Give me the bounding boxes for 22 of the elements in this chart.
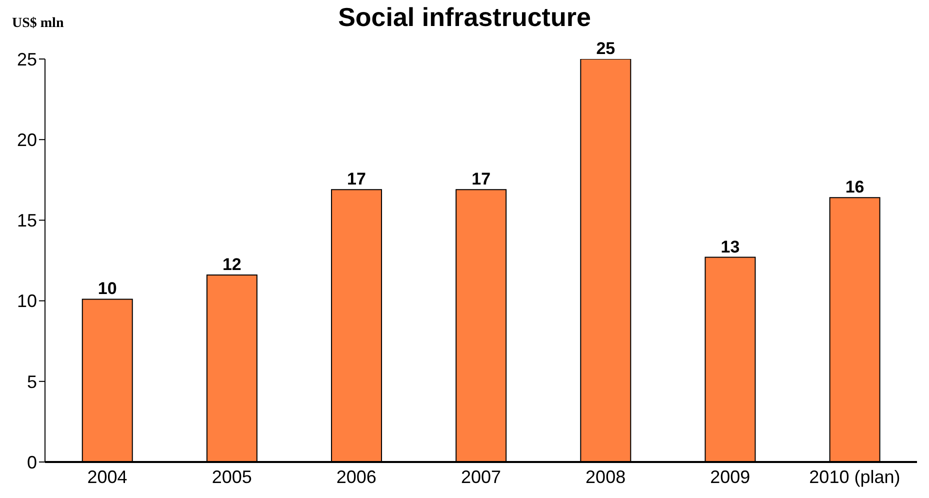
data-label: 17	[472, 170, 491, 189]
y-tick-label: 5	[26, 372, 37, 392]
data-label: 17	[347, 170, 366, 189]
data-label: 25	[596, 39, 616, 58]
y-tick-label: 15	[16, 210, 37, 231]
data-label: 10	[98, 279, 117, 298]
x-tick-label: 2008	[586, 466, 626, 487]
y-axis-title: US$ mln	[12, 16, 64, 32]
y-tick-label: 20	[16, 130, 37, 150]
x-tick-label: 2009	[710, 466, 750, 487]
data-label: 12	[222, 255, 242, 274]
x-tick-label: 2005	[212, 466, 252, 487]
x-tick-label: 2004	[87, 466, 128, 487]
y-tick-label: 10	[16, 291, 37, 312]
x-tick-label: 2007	[460, 466, 502, 487]
data-label: 16	[845, 178, 864, 197]
y-tick-label: 0	[26, 452, 37, 472]
y-tick-label: 25	[16, 49, 37, 70]
data-label: 13	[720, 237, 740, 256]
x-tick-label: 2006	[336, 466, 376, 487]
x-tick-label: 2010 (plan)	[809, 466, 900, 487]
chart-title: Social infrastructure	[338, 2, 591, 32]
